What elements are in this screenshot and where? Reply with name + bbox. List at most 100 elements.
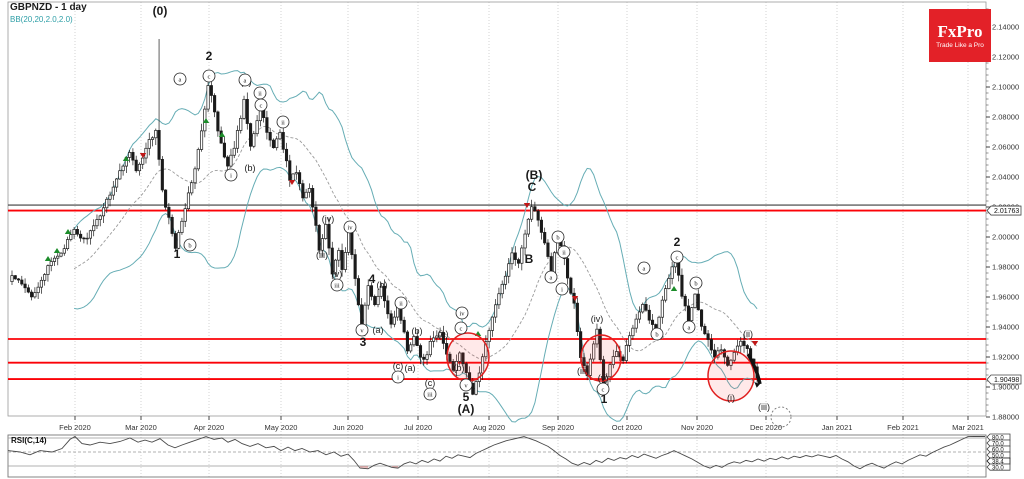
svg-text:(c): (c) (393, 361, 404, 371)
buy-arrow-icon (53, 248, 61, 253)
fxpro-tagline-text: Trade Like a Pro (936, 41, 984, 49)
svg-text:B: B (525, 252, 534, 266)
svg-text:iv: iv (347, 224, 353, 231)
svg-text:Mar 2020: Mar 2020 (125, 423, 157, 432)
svg-text:2.04000: 2.04000 (992, 173, 1019, 182)
bollinger-upper-band (73, 70, 758, 328)
svg-text:1: 1 (174, 247, 181, 261)
svg-text:(v): (v) (598, 373, 609, 383)
svg-text:(b): (b) (412, 326, 423, 336)
buy-arrow-icon (202, 118, 210, 123)
svg-text:i: i (397, 374, 399, 381)
svg-text:(b): (b) (377, 280, 388, 290)
date-axis: Feb 2020 Mar 2020 Apr 2020 May 2020 Jun 2020… (59, 416, 984, 432)
svg-text:iv: iv (459, 310, 465, 317)
svg-text:2.06000: 2.06000 (992, 143, 1019, 152)
highlight-circles[interactable] (446, 332, 792, 428)
svg-text:(iii): (iii) (758, 402, 770, 412)
svg-text:30.0: 30.0 (992, 465, 1004, 471)
svg-text:(B): (B) (526, 168, 543, 182)
svg-text:iii: iii (334, 282, 340, 289)
fxpro-logo: FxPro Trade Like a Pro (929, 9, 991, 62)
svg-text:1.96000: 1.96000 (992, 293, 1019, 302)
svg-text:70.0: 70.0 (992, 441, 1004, 447)
svg-text:Jun 2020: Jun 2020 (333, 423, 364, 432)
svg-text:50.0: 50.0 (992, 453, 1004, 459)
svg-text:1: 1 (601, 392, 608, 406)
projection-arrow[interactable] (746, 353, 762, 388)
svg-text:c: c (208, 73, 211, 80)
bollinger-indicator-label: BB(20,20,2.0,2.0) (10, 14, 73, 24)
svg-text:2.10000: 2.10000 (992, 83, 1019, 92)
svg-text:(iii): (iii) (577, 366, 589, 376)
svg-text:(iv): (iv) (591, 314, 604, 324)
svg-text:Jul 2020: Jul 2020 (404, 423, 432, 432)
svg-text:(ii): (ii) (743, 329, 753, 339)
buy-arrow-icon (670, 286, 678, 291)
svg-text:2: 2 (674, 235, 681, 249)
svg-text:Aug 2020: Aug 2020 (473, 423, 505, 432)
svg-text:2: 2 (206, 49, 213, 63)
svg-text:1.88000: 1.88000 (992, 413, 1019, 422)
svg-text:1.94000: 1.94000 (992, 323, 1019, 332)
svg-text:1.98000: 1.98000 (992, 263, 1019, 272)
bollinger-lower-band (74, 166, 758, 423)
rsi-panel[interactable]: 80.070.060.050.038.430.0 (7, 433, 1011, 471)
panel-borders (7, 1, 987, 478)
rsi-indicator-label: RSI(C,14) (11, 436, 47, 445)
svg-text:Feb 2021: Feb 2021 (887, 423, 919, 432)
red-highlight-circle[interactable] (580, 334, 622, 382)
svg-text:C: C (528, 180, 537, 194)
svg-text:4: 4 (369, 272, 376, 286)
svg-text:Feb 2020: Feb 2020 (59, 423, 91, 432)
red-highlight-circle[interactable] (446, 332, 490, 382)
red-highlight-circle[interactable] (707, 350, 755, 402)
svg-text:ii: ii (258, 90, 262, 97)
support-resistance-lines[interactable] (8, 204, 986, 380)
svg-text:May 2020: May 2020 (265, 423, 298, 432)
svg-text:60.0: 60.0 (992, 447, 1004, 453)
price-tags: 2.01763 1.90498 (986, 205, 1022, 385)
svg-text:(c): (c) (425, 378, 436, 388)
rsi-line (7, 435, 985, 470)
wave-labels: (0)21(b)(a)(c)(iii)(v)(iv)34(b)(a)(b)(a)… (153, 4, 770, 416)
svg-text:b: b (655, 331, 658, 338)
svg-text:a: a (244, 77, 247, 84)
svg-text:i: i (230, 172, 232, 179)
svg-text:80.0: 80.0 (992, 435, 1004, 441)
svg-text:c: c (260, 102, 263, 109)
svg-text:b: b (188, 242, 191, 249)
svg-text:c: c (602, 386, 605, 393)
svg-text:ii: ii (562, 249, 566, 256)
symbol-title: GBPNZD - 1 day (10, 2, 87, 13)
svg-text:(v): (v) (332, 269, 343, 279)
candlestick-series (10, 39, 759, 396)
sell-arrow-icon (139, 153, 147, 158)
svg-text:(a): (a) (373, 325, 384, 335)
svg-text:Mar 2021: Mar 2021 (952, 423, 984, 432)
svg-text:2.14000: 2.14000 (992, 23, 1019, 32)
target-dashed-circle[interactable] (770, 406, 792, 428)
svg-text:ii: ii (399, 300, 403, 307)
buy-arrow-icon (218, 132, 226, 137)
svg-text:(0): (0) (153, 4, 168, 18)
svg-text:(a): (a) (405, 363, 416, 373)
svg-text:c: c (460, 325, 463, 332)
svg-text:2.01763: 2.01763 (994, 208, 1019, 215)
sell-arrow-icon (751, 341, 759, 346)
svg-text:3: 3 (360, 335, 367, 349)
svg-text:v: v (464, 382, 468, 389)
sell-arrow-icon (288, 180, 296, 185)
svg-text:(i): (i) (727, 393, 735, 403)
svg-text:(iv): (iv) (322, 214, 335, 224)
trade-markers (44, 118, 759, 346)
svg-text:38.4: 38.4 (992, 459, 1004, 465)
svg-text:5: 5 (463, 390, 470, 404)
svg-text:i: i (561, 286, 563, 293)
svg-text:Jan 2021: Jan 2021 (822, 423, 853, 432)
svg-text:Apr 2020: Apr 2020 (194, 423, 224, 432)
buy-arrow-icon (122, 156, 130, 161)
svg-text:a: a (179, 76, 182, 83)
